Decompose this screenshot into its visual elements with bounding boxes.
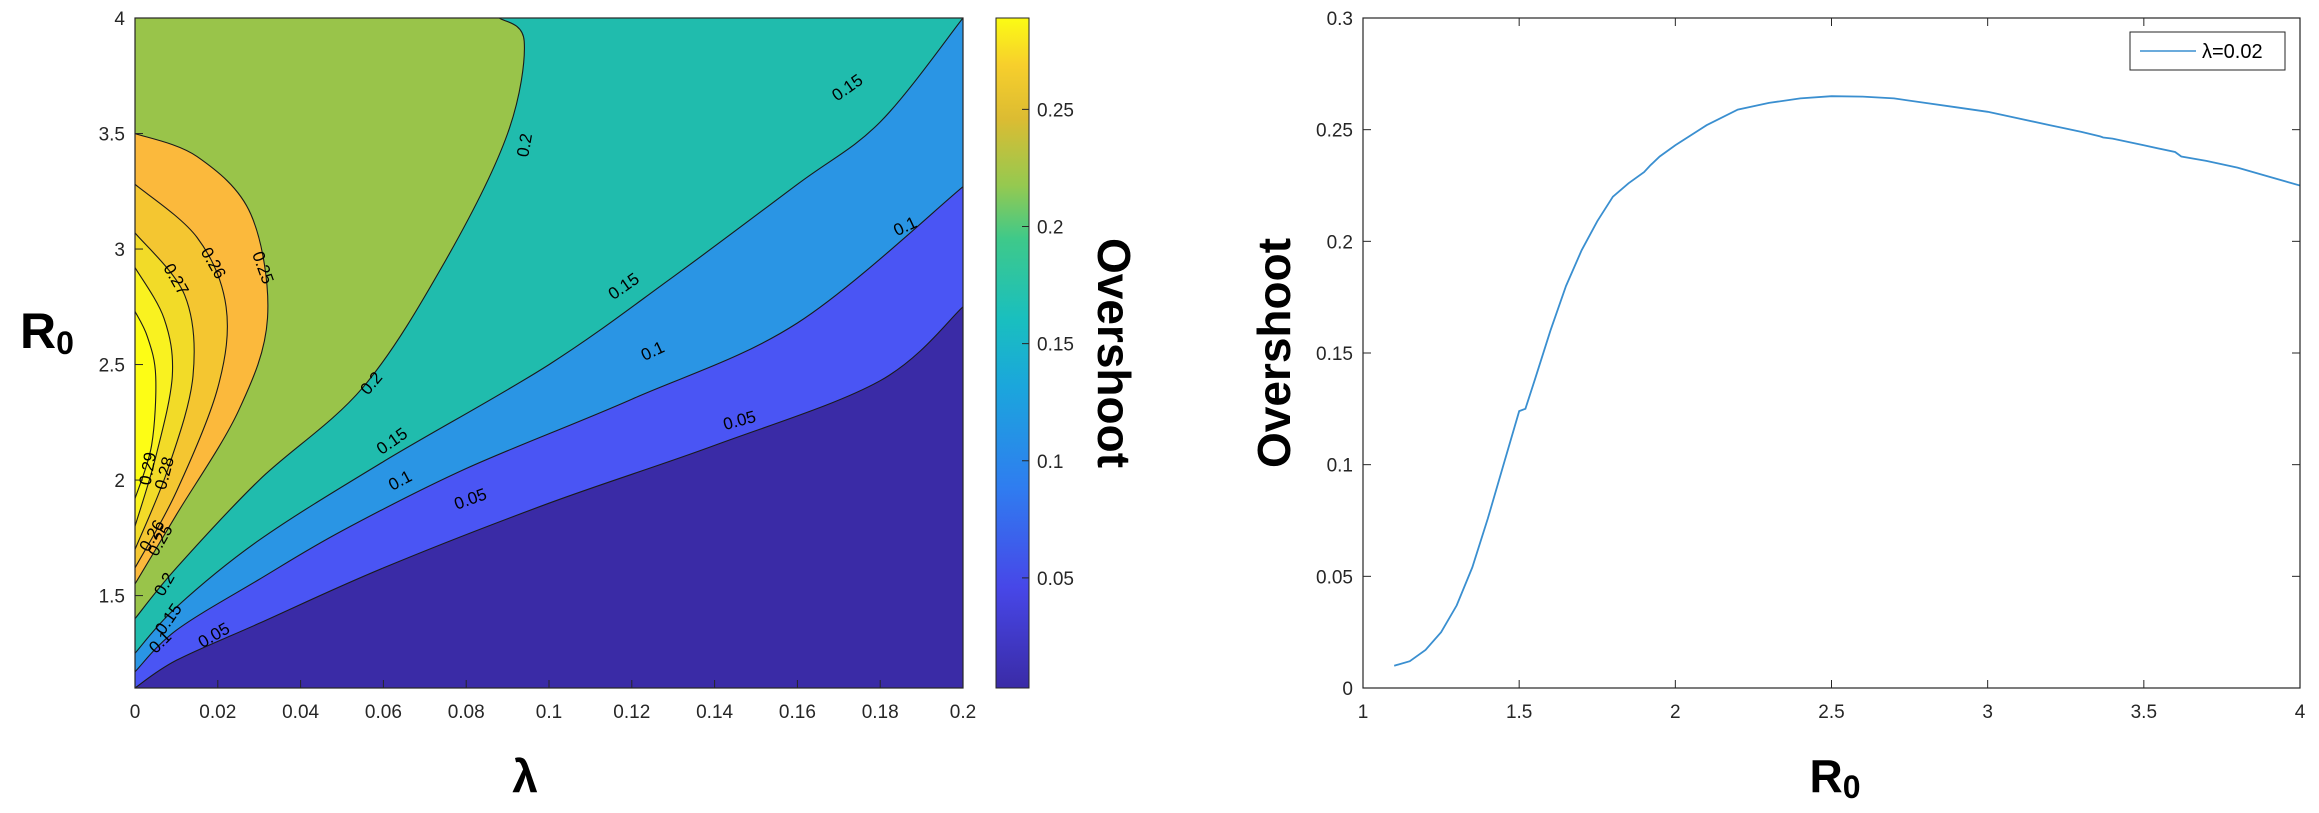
contour-y-tick-label: 1.5 (99, 587, 125, 608)
contour-x-tick-label: 0.2 (950, 702, 976, 723)
contour-fill-regions (135, 18, 963, 688)
contour-y-tick-label: 2.5 (99, 356, 125, 377)
contour-x-tick-label: 0.18 (862, 702, 899, 723)
colorbar-ticks: 0.05 0.1 0.15 0.2 0.25 (1022, 100, 1074, 590)
contour-y-tick-label: 3 (114, 240, 125, 261)
contour-chart: 0.050.050.050.10.10.10.10.150.150.150.15… (20, 9, 976, 802)
contour-x-tick-label: 0.06 (365, 702, 402, 723)
line-y-axis-label: Overshoot (1248, 238, 1300, 468)
line-x-axis-label-subscript: 0 (1843, 769, 1861, 805)
contour-x-tick-label: 0.1 (536, 702, 562, 723)
contour-y-tick-label: 3.5 (99, 125, 125, 146)
contour-line-0.05 (135, 306, 963, 688)
line-x-axis-label: R0 (1809, 750, 1860, 805)
line-x-tick-label: 3.5 (2131, 702, 2157, 723)
contour-x-tick-label: 0.16 (779, 702, 816, 723)
contour-line-0.28 (135, 267, 174, 527)
contour-x-axis-ticks: 0 0.02 0.04 0.06 0.08 0.1 0.12 0.14 0.16 0.18 0.2 (130, 680, 976, 723)
legend-label: λ=0.02 (2202, 41, 2263, 63)
contour-y-tick-label: 2 (114, 471, 125, 492)
contour-y-tick-label: 4 (114, 9, 125, 30)
line-chart: 1 1.5 2 2.5 3 3.5 4 0 0.05 0.1 0.15 0.2 0.25 0.3 Ove… (1248, 9, 2306, 805)
contour-y-axis-label-main: R (20, 303, 56, 359)
line-y-tick-label: 0.15 (1316, 344, 1353, 365)
line-y-tick-label: 0.2 (1327, 232, 1353, 253)
contour-x-tick-label: 0.14 (696, 702, 733, 723)
line-y-tick-label: 0.25 (1316, 121, 1353, 142)
contour-x-tick-label: 0.04 (282, 702, 319, 723)
contour-line-0.25 (135, 132, 269, 585)
colorbar-tick-label: 0.05 (1037, 569, 1074, 590)
contour-line-0.1 (135, 186, 963, 673)
contour-line-0.26 (135, 183, 228, 569)
contour-label-group: 0.2 (513, 132, 536, 159)
line-x-tick-label: 1.5 (1506, 702, 1532, 723)
line-plot-area (1363, 18, 2300, 688)
contour-line-0.27 (135, 232, 195, 550)
colorbar: 0.05 0.1 0.15 0.2 0.25 Overshoot (995, 17, 1140, 689)
colorbar-tick-label: 0.1 (1037, 452, 1063, 473)
colorbar-gradient (995, 17, 1030, 689)
line-x-tick-label: 3 (1982, 702, 1993, 723)
line-series-path (1393, 95, 2300, 667)
contour-region-above-0.2 (135, 18, 525, 619)
colorbar-label: Overshoot (1088, 238, 1140, 468)
contour-x-tick-label: 0.12 (613, 702, 650, 723)
line-y-tick-label: 0.3 (1327, 9, 1353, 30)
contour-label: 0.2 (513, 132, 536, 159)
contour-line-0.29 (135, 311, 157, 499)
contour-lines (135, 18, 963, 688)
line-x-tick-label: 2.5 (1818, 702, 1844, 723)
contour-x-tick-label: 0.02 (199, 702, 236, 723)
line-x-tick-label: 4 (2295, 702, 2306, 723)
line-y-tick-label: 0 (1342, 679, 1353, 700)
colorbar-tick-label: 0.2 (1037, 217, 1063, 238)
line-x-axis-ticks: 1 1.5 2 2.5 3 3.5 4 (1358, 18, 2306, 723)
line-y-axis-ticks: 0 0.05 0.1 0.15 0.2 0.25 0.3 (1316, 9, 2300, 700)
contour-x-axis-label: λ (512, 750, 538, 802)
line-series-group (1393, 95, 2300, 667)
legend: λ=0.02 (2129, 31, 2286, 71)
colorbar-tick-label: 0.25 (1037, 100, 1074, 121)
line-x-tick-label: 1 (1358, 702, 1369, 723)
contour-y-axis-ticks: 1.5 2 2.5 3 3.5 4 (99, 9, 143, 608)
contour-region-above-0.29 (135, 311, 156, 499)
colorbar-tick-label: 0.15 (1037, 335, 1074, 356)
contour-y-axis-label-subscript: 0 (56, 325, 74, 361)
contour-line-0.2 (135, 18, 525, 620)
line-y-tick-label: 0.1 (1327, 456, 1353, 477)
contour-y-axis-label: R0 (20, 303, 74, 361)
contour-line-0.15 (135, 18, 963, 654)
contour-x-tick-label: 0.08 (448, 702, 485, 723)
line-y-tick-label: 0.05 (1316, 567, 1353, 588)
line-x-axis-label-main: R (1809, 750, 1842, 802)
contour-x-tick-label: 0 (130, 702, 141, 723)
line-x-tick-label: 2 (1670, 702, 1681, 723)
